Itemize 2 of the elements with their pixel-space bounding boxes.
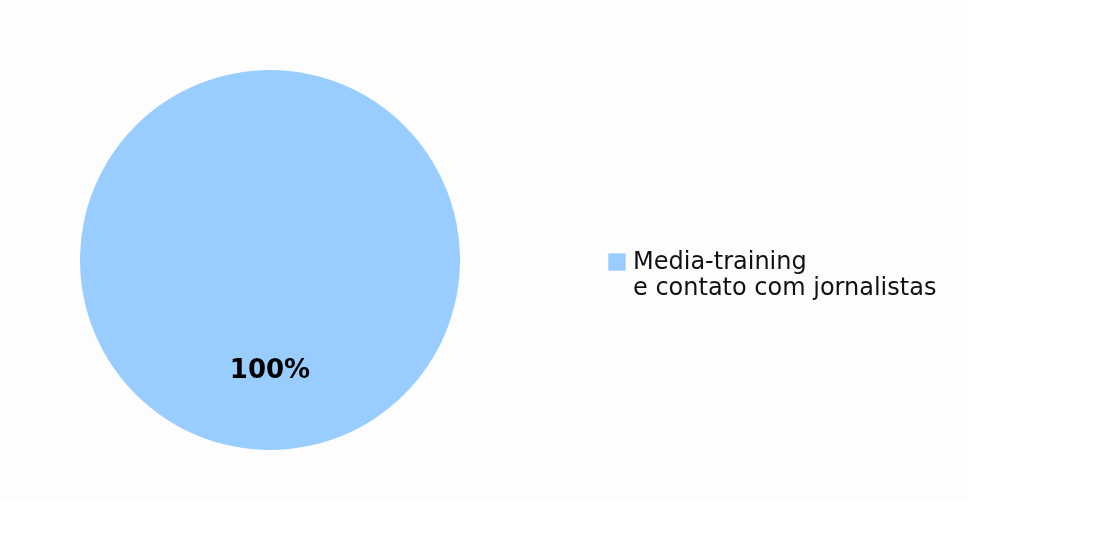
legend-label: Media-training e contato com jornalistas bbox=[633, 247, 937, 301]
data-label: 100% bbox=[229, 354, 311, 384]
